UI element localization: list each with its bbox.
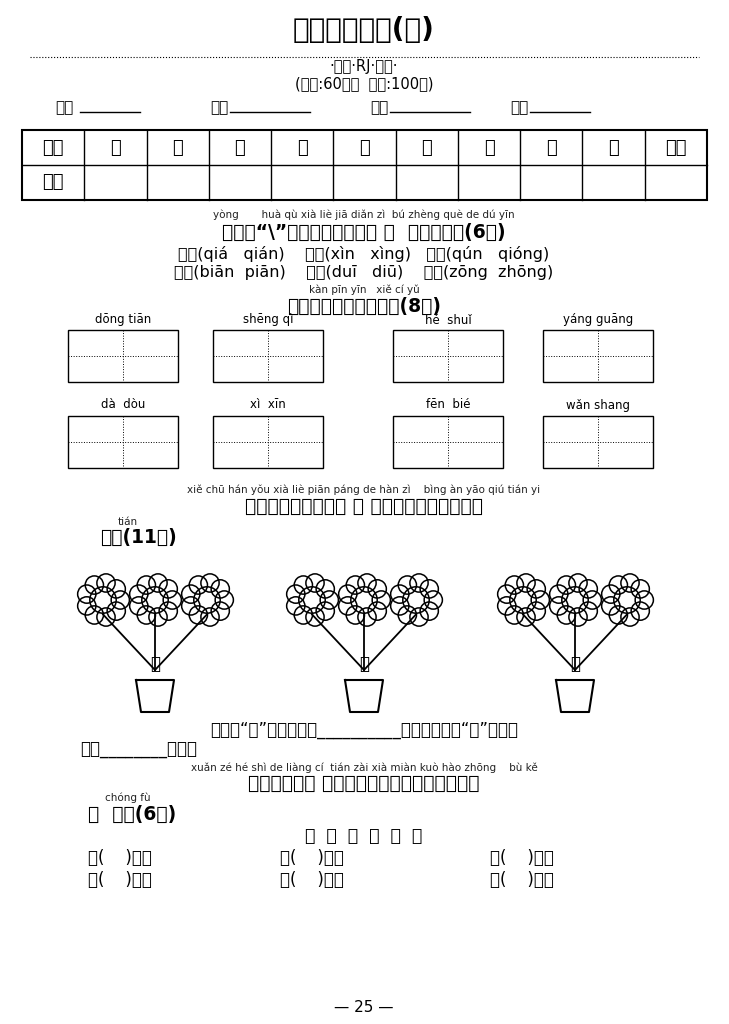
Text: 六: 六 [421,138,432,157]
Text: 寸: 寸 [570,655,580,673]
Bar [213,416,323,468]
Text: 五: 五 [359,138,370,157]
Text: 题号: 题号 [42,138,64,157]
Text: shēng qì: shēng qì [243,313,293,327]
Text: 学校: 学校 [55,100,73,116]
Text: kàn pīn yīn   xiě cí yǔ: kàn pīn yīn xiě cí yǔ [308,285,419,295]
Text: yáng guāng: yáng guāng [563,313,633,327]
Text: 扌: 扌 [150,655,160,673]
Text: 三: 三 [235,138,246,157]
Bar [543,416,653,468]
Text: 二: 二 [172,138,183,157]
Text: 一: 一 [110,138,121,157]
Text: yòng       huà qù xià liè jiā diǎn zì  bú zhèng què de dú yīn: yòng huà qù xià liè jiā diǎn zì bú zhèng… [213,210,515,220]
Text: 虫: 虫 [359,655,369,673]
Bar [213,330,323,382]
Text: 一(    )花坛: 一( )花坛 [88,871,152,889]
Text: dà  dòu: dà dòu [101,398,145,412]
Text: chóng fù: chóng fù [105,793,151,803]
Text: xì  xīn: xì xīn [250,398,286,412]
Text: 四、选择合适 的量词填在下面括号中。（不可: 四、选择合适 的量词填在下面括号中。（不可 [249,773,480,793]
Text: 总分: 总分 [665,138,687,157]
Text: 鸭炮(biān  piān)    丢掌(duī   diū)    踪迹(zōng  zhōng): 鸭炮(biān piān) 丢掌(duī diū) 踪迹(zōng zhōng) [174,265,553,281]
Text: fēn  bié: fēn bié [426,398,470,412]
Text: xiě chū hán yǒu xià liè piān páng de hàn zì    bìng àn yāo qiú tián yi: xiě chū hán yǒu xià liè piān páng de hàn… [187,484,541,496]
Text: 钒币(qiá   qián)    相信(xìn   xìng)   裙子(qún   qióng): 钒币(qiá qián) 相信(xìn xìng) 裙子(qún qióng) [179,246,550,262]
Text: hé  shuǐ: hé shuǐ [424,313,472,327]
Text: xuǎn zé hé shì de liàng cí  tián zài xià miàn kuò hào zhōng    bù kě: xuǎn zé hé shì de liàng cí tián zài xià … [190,763,537,773]
Text: 一(    )图画: 一( )图画 [490,871,554,889]
Text: 偏旁为“扌”的字大多和__________有关，偏旁为“虫”的字大: 偏旁为“扌”的字大多和__________有关，偏旁为“虫”的字大 [210,721,518,739]
Text: 重  复）(6分): 重 复）(6分) [88,805,176,823]
Text: 八: 八 [546,138,557,157]
Text: 期末押题密卷(四): 期末押题密卷(四) [293,16,435,44]
Bar [543,330,653,382]
Text: 年级: 年级 [210,100,228,116]
Bar [68,330,178,382]
Text: (时间:60分钟  满分:100分): (时间:60分钟 满分:100分) [295,77,433,91]
Text: 三、写出含有下列偏 旁 的汉字，并按要求填一: 三、写出含有下列偏 旁 的汉字，并按要求填一 [245,497,483,515]
Text: 一(    )木瓜: 一( )木瓜 [88,849,152,867]
Bar [393,330,503,382]
Text: 九: 九 [608,138,619,157]
Text: dōng tiān: dōng tiān [95,313,151,327]
Text: 得分: 得分 [42,173,64,191]
Text: 四: 四 [297,138,308,157]
Text: 班级: 班级 [370,100,389,116]
Text: 七: 七 [483,138,494,157]
Bar [68,416,178,468]
Text: 填。(11分): 填。(11分) [100,527,176,547]
Text: wǎn shang: wǎn shang [566,398,630,412]
Text: ·一语·RJ·下册·: ·一语·RJ·下册· [330,58,398,74]
Text: 姓名: 姓名 [510,100,529,116]
Text: 一(    )叶子: 一( )叶子 [280,849,344,867]
Text: — 25 —: — 25 — [335,1000,394,1016]
Bar [393,416,503,468]
Text: 片  个  辆  阵  座  张: 片 个 辆 阵 座 张 [305,827,423,845]
Text: 二、看拼音，写词语。(8分): 二、看拼音，写词语。(8分) [287,297,441,315]
Bar [22,130,707,200]
Text: 一(    )雷声: 一( )雷声 [280,871,344,889]
Text: 多和________有关。: 多和________有关。 [80,741,197,759]
Text: tián: tián [118,517,138,527]
Text: 一(    )汽车: 一( )汽车 [490,849,554,867]
Text: 一、用“\”划去下列加点字不 正  确的读音。(6分): 一、用“\”划去下列加点字不 正 确的读音。(6分) [222,222,506,242]
